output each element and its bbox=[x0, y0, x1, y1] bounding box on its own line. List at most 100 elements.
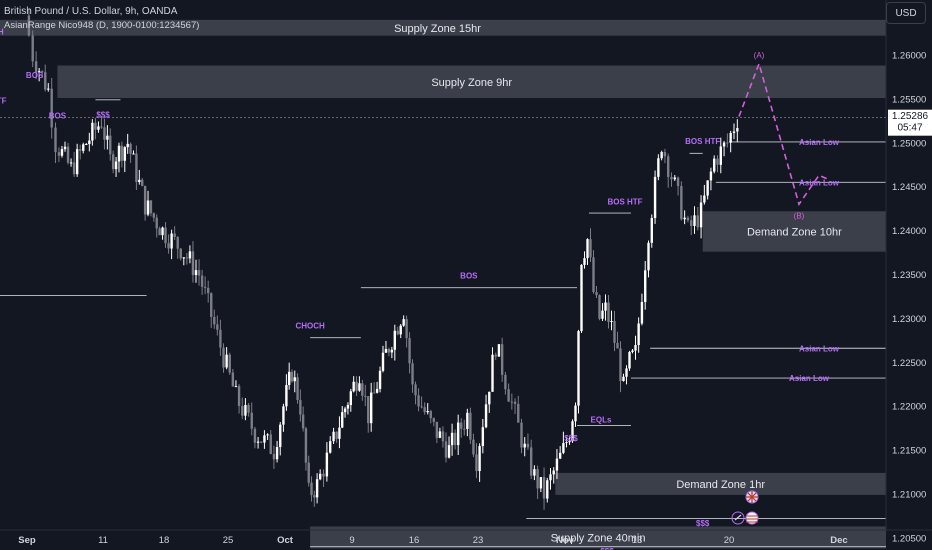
candle-body bbox=[491, 354, 494, 392]
candle-body bbox=[526, 443, 530, 448]
candle-body bbox=[310, 482, 313, 496]
price-axis[interactable]: 1.26000 1.25500 1.25000 1.24500 1.24000 1.235… bbox=[885, 0, 926, 544]
currency-button[interactable]: USD bbox=[886, 2, 926, 24]
candle-body bbox=[141, 179, 144, 186]
structure-label-4: $$$ bbox=[96, 111, 110, 120]
structure-label-11: Asian Low bbox=[799, 138, 840, 147]
price-tick-10: 1.21000 bbox=[892, 490, 926, 501]
price-tick-9: 1.21500 bbox=[892, 446, 926, 457]
candle-body bbox=[241, 406, 244, 416]
candle-body bbox=[282, 406, 285, 425]
zone-box-0[interactable] bbox=[0, 19, 886, 36]
candle-body bbox=[126, 143, 129, 148]
indicator-legend[interactable]: AsianRange Nico948 (D, 1900-0100:1234567… bbox=[4, 20, 200, 31]
candle-body bbox=[390, 349, 394, 353]
zone-box-2[interactable] bbox=[702, 211, 886, 252]
projection-point-0: (A) bbox=[754, 51, 765, 60]
zones-layer: Supply Zone 15hr Supply Zone 9hr Demand Zo… bbox=[0, 19, 886, 549]
candle-body bbox=[135, 153, 138, 183]
candle-body bbox=[488, 391, 491, 405]
candle-body bbox=[497, 344, 501, 357]
candle-body bbox=[460, 422, 463, 429]
candle-body bbox=[117, 145, 121, 162]
candle-body bbox=[44, 72, 47, 90]
candle-body bbox=[568, 441, 571, 443]
candle-body bbox=[129, 143, 132, 154]
candle-body bbox=[91, 122, 94, 141]
candle-body bbox=[438, 431, 442, 438]
candle-body bbox=[88, 140, 91, 145]
candle-body bbox=[598, 295, 601, 319]
candle-body bbox=[66, 146, 70, 163]
candle-body bbox=[287, 371, 291, 385]
structure-label-1: BOS bbox=[26, 71, 44, 80]
price-tick-11: 1.20500 bbox=[892, 533, 926, 544]
candle-body bbox=[152, 213, 156, 218]
candle-body bbox=[179, 248, 182, 259]
candle-body bbox=[188, 251, 192, 259]
projection-point-1: (B) bbox=[794, 211, 805, 220]
candle-body bbox=[37, 71, 41, 73]
candle-body bbox=[158, 228, 161, 236]
candle-body bbox=[41, 71, 44, 73]
candle-body bbox=[381, 352, 385, 371]
candle-body bbox=[592, 257, 595, 293]
candle-body bbox=[589, 239, 592, 258]
candle-body bbox=[607, 302, 610, 322]
candle-body bbox=[647, 242, 650, 271]
candle-body bbox=[693, 215, 696, 226]
zone-box-3[interactable] bbox=[555, 472, 886, 495]
candle-body bbox=[469, 412, 472, 440]
candle-body bbox=[625, 368, 628, 377]
candle-body bbox=[533, 469, 536, 476]
time-tick-11: Dec bbox=[830, 535, 847, 546]
zone-label-4: Supply Zone 40min bbox=[551, 532, 646, 544]
candle-body bbox=[396, 330, 399, 335]
projection-path bbox=[738, 61, 830, 207]
candle-body bbox=[237, 386, 241, 407]
candle-body bbox=[244, 404, 247, 416]
zone-label-0: Supply Zone 15hr bbox=[394, 23, 481, 35]
candle-body bbox=[269, 434, 272, 454]
structure-label-3: BOS bbox=[49, 112, 67, 121]
candle-body bbox=[574, 405, 577, 422]
candle-body bbox=[637, 323, 640, 346]
time-axis[interactable]: Sep 11 18 25 Oct 9 16 23 Nov 13 20 Dec bbox=[0, 529, 932, 546]
candle-body bbox=[304, 428, 308, 463]
candle-body bbox=[285, 384, 288, 407]
candle-body bbox=[143, 185, 147, 215]
structure-label-0: CHOCH bbox=[0, 27, 4, 36]
symbol-title[interactable]: British Pound / U.S. Dollar, 9h, OANDA bbox=[4, 6, 178, 17]
candle-body bbox=[182, 257, 186, 259]
candle-body bbox=[549, 474, 552, 481]
candle-body bbox=[329, 441, 332, 453]
candle-body bbox=[63, 146, 67, 150]
price-tick-4: 1.24000 bbox=[892, 226, 926, 237]
candle-body bbox=[580, 264, 583, 332]
candle-body bbox=[256, 441, 260, 443]
zone-box-4[interactable] bbox=[310, 526, 886, 549]
candle-body bbox=[577, 331, 580, 406]
candle-body bbox=[34, 61, 38, 73]
candle-body bbox=[722, 142, 726, 147]
candle-body bbox=[299, 399, 302, 415]
candle-body bbox=[405, 319, 408, 339]
price-tick-2: 1.25000 bbox=[892, 138, 926, 149]
candle-body bbox=[279, 424, 282, 448]
candle-body bbox=[275, 447, 279, 460]
candle-body bbox=[31, 35, 34, 62]
candle-body bbox=[47, 88, 50, 90]
annotations-layer: CHOCH BOS BOS HTF BOS $$$ BOS CHOCH BOS HTF EQLs… bbox=[0, 27, 840, 550]
candle-body bbox=[216, 324, 219, 330]
candle-body bbox=[513, 401, 517, 404]
zone-label-3: Demand Zone 1hr bbox=[676, 479, 765, 491]
structure-label-15: $$$ bbox=[696, 519, 710, 528]
candle-body bbox=[313, 495, 316, 498]
candle-body bbox=[231, 372, 235, 387]
candle-body bbox=[349, 391, 353, 406]
candle-body bbox=[191, 251, 195, 276]
time-tick-3: 25 bbox=[223, 535, 234, 546]
candle-body bbox=[352, 381, 355, 392]
candle-body bbox=[411, 363, 414, 385]
